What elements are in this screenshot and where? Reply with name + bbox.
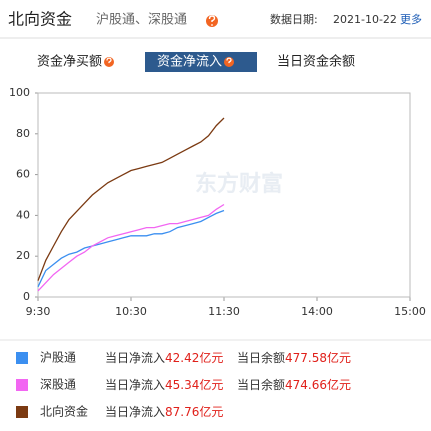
series-line	[37, 209, 225, 288]
x-tick-label: 11:30	[208, 305, 240, 318]
inflow-label: 当日净流入	[105, 405, 165, 419]
tab[interactable]: 当日资金余额	[277, 54, 355, 70]
x-tick-label: 14:00	[301, 305, 333, 318]
subtitle: 沪股通、深股通	[96, 12, 187, 28]
x-tick-label: 10:30	[115, 305, 147, 318]
date: 2021-10-22	[333, 13, 397, 26]
y-tick-label: 60	[16, 168, 30, 181]
title: 北向资金	[8, 10, 72, 29]
balance-unit: 亿元	[327, 377, 351, 392]
tab[interactable]: 资金净流入	[157, 54, 222, 70]
inflow: 当日净流入87.76亿元	[105, 404, 223, 419]
legend-name: 深股通	[40, 378, 76, 392]
legend-swatch	[16, 379, 28, 391]
legend-name: 北向资金	[40, 404, 88, 419]
help-icon-glyph	[106, 57, 112, 64]
inflow: 当日净流入42.42亿元	[105, 350, 223, 365]
legend-swatch	[16, 406, 28, 418]
series-line	[37, 203, 225, 292]
balance-label: 当日余额	[237, 377, 285, 392]
balance: 当日余额477.58亿元	[237, 350, 351, 365]
plot-frame	[37, 92, 411, 298]
y-tick-label: 80	[16, 127, 30, 140]
inflow-value: 45.34	[165, 378, 199, 392]
date-label: 数据日期:	[270, 12, 318, 26]
inflow: 当日净流入45.34亿元	[105, 377, 223, 392]
balance: 当日余额474.66亿元	[237, 377, 351, 392]
inflow-label: 当日净流入	[105, 378, 165, 392]
inflow-value: 87.76	[165, 405, 199, 419]
x-tick-label: 9:30	[26, 305, 51, 318]
help-icon-glyph	[226, 57, 232, 64]
inflow-unit: 亿元	[199, 377, 223, 392]
more-link[interactable]: 更多	[400, 12, 422, 26]
legend-name: 沪股通	[40, 351, 76, 365]
inflow-label: 当日净流入	[105, 351, 165, 365]
inflow-value: 42.42	[165, 351, 199, 365]
balance-value: 474.66	[285, 378, 327, 392]
inflow-unit: 亿元	[199, 404, 223, 419]
y-tick-label: 100	[9, 86, 30, 99]
tab[interactable]: 资金净买额	[37, 54, 102, 70]
series-line	[37, 117, 225, 281]
balance-label: 当日余额	[237, 350, 285, 365]
balance-value: 477.58	[285, 351, 327, 365]
help-icon[interactable]	[206, 15, 218, 27]
y-tick-label: 0	[23, 290, 30, 303]
x-tick-label: 15:00	[394, 305, 426, 318]
watermark: 东方财富	[195, 171, 283, 197]
legend-swatch	[16, 352, 28, 364]
y-tick-label: 40	[16, 208, 30, 221]
inflow-unit: 亿元	[199, 350, 223, 365]
y-tick-label: 20	[16, 249, 30, 262]
balance-unit: 亿元	[327, 350, 351, 365]
